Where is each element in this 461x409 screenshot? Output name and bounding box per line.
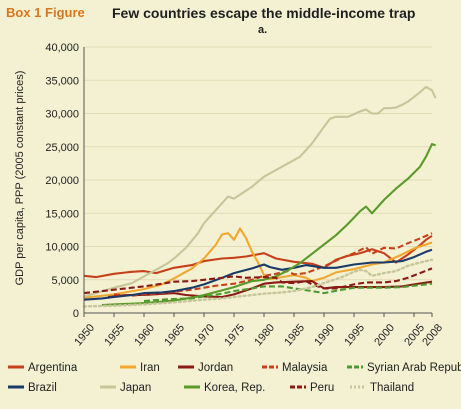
legend-label: Malaysia bbox=[282, 362, 328, 374]
series-line-brazil bbox=[83, 248, 433, 301]
y-tick-label: 35,000 bbox=[45, 75, 79, 87]
y-tick-label: 30,000 bbox=[45, 109, 79, 121]
series-line-korea-rep bbox=[101, 143, 436, 307]
legend-label: Argentina bbox=[28, 362, 78, 374]
series-line-japan bbox=[83, 85, 437, 298]
legend-label: Korea, Rep. bbox=[204, 382, 265, 394]
series-line-iran bbox=[83, 227, 433, 299]
legend-label: Syrian Arab Republic bbox=[367, 362, 461, 374]
y-tick-label: 0 bbox=[73, 308, 79, 320]
legend-label: Jordan bbox=[198, 362, 233, 374]
axes: 0 5,000 10,000 15,000 20,000 25,000 30,000 35,0… bbox=[45, 42, 445, 348]
x-tick-label: 2000 bbox=[372, 322, 397, 348]
x-tick-label: 1970 bbox=[192, 322, 217, 348]
legend-label: Iran bbox=[140, 362, 160, 374]
x-tick-label: 1985 bbox=[282, 322, 307, 348]
y-axis-label: GDP per capita, PPP (2005 constant price… bbox=[14, 71, 26, 286]
chart-title: Few countries escape the middle-income t… bbox=[112, 5, 416, 21]
series-line-argentina bbox=[83, 235, 433, 279]
y-tick-label: 10,000 bbox=[45, 242, 79, 254]
x-tick-label: 2008 bbox=[420, 322, 445, 348]
x-tick-label: 1955 bbox=[102, 322, 127, 348]
gridlines bbox=[84, 46, 432, 281]
series-lines bbox=[82, 85, 437, 308]
x-tick-label: 1975 bbox=[222, 322, 247, 348]
y-tick-label: 40,000 bbox=[45, 42, 79, 54]
x-tick-label: 1995 bbox=[342, 322, 367, 348]
legend-label: Japan bbox=[120, 382, 151, 394]
x-tick-label: 1965 bbox=[162, 322, 187, 348]
legend: Argentina Iran Jordan Malaysia Syrian Arab R… bbox=[8, 362, 461, 394]
legend-label: Brazil bbox=[28, 382, 57, 394]
y-tick-label: 15,000 bbox=[45, 208, 79, 220]
legend-label: Peru bbox=[310, 382, 334, 394]
x-tick-label: 1980 bbox=[252, 322, 277, 348]
x-tick-label: 1960 bbox=[132, 322, 157, 348]
y-tick-label: 5,000 bbox=[51, 275, 79, 287]
x-tick-label: 1990 bbox=[312, 322, 337, 348]
legend-label: Thailand bbox=[370, 382, 414, 394]
chart-subtitle: a. bbox=[258, 24, 268, 36]
y-tick-label: 25,000 bbox=[45, 142, 79, 154]
y-tick-label: 20,000 bbox=[45, 175, 79, 187]
figure-label: Box 1 Figure bbox=[6, 5, 85, 20]
series-line-thailand bbox=[82, 258, 434, 308]
x-tick-label: 1950 bbox=[72, 322, 97, 348]
series-line-peru bbox=[83, 267, 433, 295]
